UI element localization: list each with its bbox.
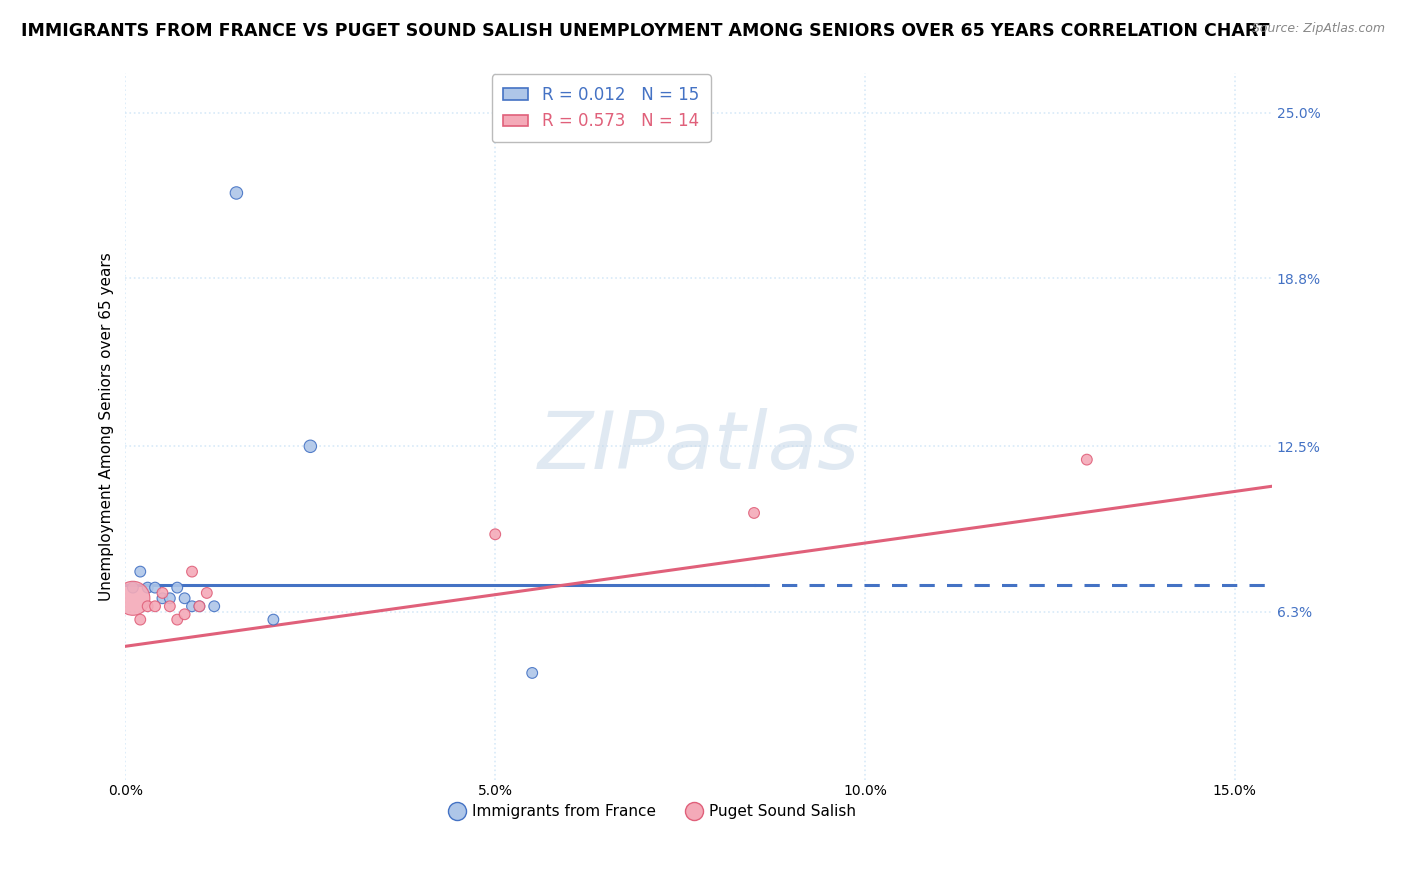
Point [173, 591, 195, 606]
Point [181, 565, 204, 579]
Y-axis label: Unemployment Among Seniors over 65 years: Unemployment Among Seniors over 65 years [100, 252, 114, 600]
Point [202, 599, 225, 614]
Text: IMMIGRANTS FROM FRANCE VS PUGET SOUND SALISH UNEMPLOYMENT AMONG SENIORS OVER 65 : IMMIGRANTS FROM FRANCE VS PUGET SOUND SA… [21, 22, 1270, 40]
Point [262, 613, 284, 627]
Point [225, 186, 247, 200]
Point [195, 586, 218, 600]
Point [742, 506, 765, 520]
Point [1076, 452, 1098, 467]
Point [129, 613, 152, 627]
Point [152, 591, 174, 606]
Point [188, 599, 211, 614]
Point [159, 599, 181, 614]
Point [129, 565, 152, 579]
Text: ZIPatlas: ZIPatlas [537, 409, 859, 486]
Point [173, 607, 195, 622]
Point [166, 581, 188, 595]
Point [121, 591, 143, 606]
Point [121, 581, 143, 595]
Point [136, 599, 159, 614]
Point [181, 599, 204, 614]
Point [159, 591, 181, 606]
Point [152, 586, 174, 600]
Legend: Immigrants from France, Puget Sound Salish: Immigrants from France, Puget Sound Sali… [443, 797, 862, 825]
Text: Source: ZipAtlas.com: Source: ZipAtlas.com [1251, 22, 1385, 36]
Point [522, 665, 544, 680]
Point [143, 581, 166, 595]
Point [143, 599, 166, 614]
Point [299, 439, 322, 453]
Point [136, 581, 159, 595]
Point [166, 613, 188, 627]
Point [188, 599, 211, 614]
Point [484, 527, 506, 541]
